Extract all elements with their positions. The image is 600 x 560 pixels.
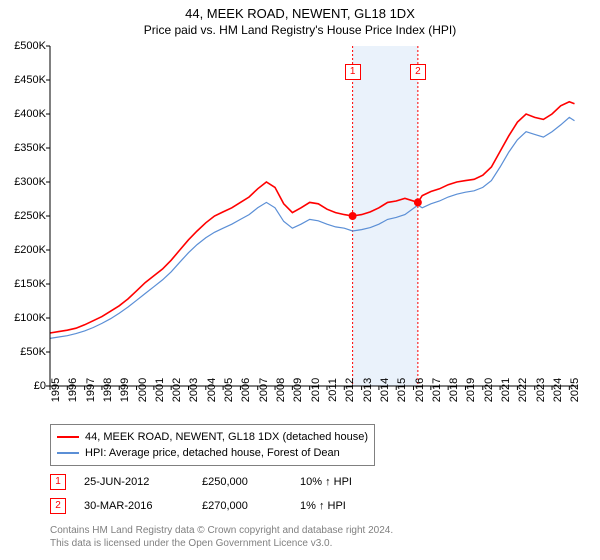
x-tick-label: 2008 xyxy=(275,378,287,402)
sale-marker-icon: 2 xyxy=(50,498,66,514)
sale-date: 25-JUN-2012 xyxy=(84,476,184,488)
x-tick-label: 2019 xyxy=(465,378,477,402)
x-tick-label: 2009 xyxy=(292,378,304,402)
sale-marker-label: 2 xyxy=(410,64,426,80)
x-tick-label: 2001 xyxy=(154,378,166,402)
sale-marker-icon: 1 xyxy=(50,474,66,490)
x-tick-label: 2011 xyxy=(327,378,339,402)
x-tick-label: 2013 xyxy=(362,378,374,402)
y-tick-label: £300K xyxy=(14,176,46,188)
x-tick-label: 2024 xyxy=(552,378,564,402)
x-tick-label: 2014 xyxy=(379,378,391,402)
x-tick-label: 2016 xyxy=(414,378,426,402)
x-tick-label: 2012 xyxy=(344,378,356,402)
chart-title: 44, MEEK ROAD, NEWENT, GL18 1DX xyxy=(0,0,600,21)
sale-row: 2 30-MAR-2016 £270,000 1% ↑ HPI xyxy=(50,494,352,518)
x-tick-label: 2004 xyxy=(206,378,218,402)
plot-area: £0£50K£100K£150K£200K£250K£300K£350K£400… xyxy=(50,46,578,386)
x-tick-label: 2018 xyxy=(448,378,460,402)
y-tick-label: £500K xyxy=(14,40,46,52)
x-tick-label: 2006 xyxy=(240,378,252,402)
y-tick-label: £0 xyxy=(34,380,46,392)
sale-date: 30-MAR-2016 xyxy=(84,500,184,512)
x-tick-label: 1998 xyxy=(102,378,114,402)
sale-marker-label: 1 xyxy=(345,64,361,80)
footer-attribution: Contains HM Land Registry data © Crown c… xyxy=(50,524,393,550)
x-tick-label: 1997 xyxy=(85,378,97,402)
footer-line-2: This data is licensed under the Open Gov… xyxy=(50,537,393,550)
x-tick-label: 2010 xyxy=(310,378,322,402)
chart-svg xyxy=(50,46,578,386)
chart-container: 44, MEEK ROAD, NEWENT, GL18 1DX Price pa… xyxy=(0,0,600,560)
x-tick-label: 2017 xyxy=(431,378,443,402)
x-tick-label: 2025 xyxy=(569,378,581,402)
x-tick-label: 2023 xyxy=(535,378,547,402)
x-tick-label: 2005 xyxy=(223,378,235,402)
y-tick-label: £450K xyxy=(14,74,46,86)
y-tick-label: £100K xyxy=(14,312,46,324)
x-tick-label: 2021 xyxy=(500,378,512,402)
x-tick-label: 2022 xyxy=(517,378,529,402)
footer-line-1: Contains HM Land Registry data © Crown c… xyxy=(50,524,393,537)
chart-subtitle: Price paid vs. HM Land Registry's House … xyxy=(0,21,600,41)
x-tick-label: 2020 xyxy=(483,378,495,402)
y-tick-label: £200K xyxy=(14,244,46,256)
legend-item: 44, MEEK ROAD, NEWENT, GL18 1DX (detache… xyxy=(57,429,368,445)
x-tick-label: 1995 xyxy=(50,378,62,402)
x-tick-label: 2015 xyxy=(396,378,408,402)
sale-price: £250,000 xyxy=(202,476,282,488)
y-tick-label: £150K xyxy=(14,278,46,290)
x-tick-label: 2007 xyxy=(258,378,270,402)
legend-label: HPI: Average price, detached house, Fore… xyxy=(85,445,340,461)
y-tick-label: £400K xyxy=(14,108,46,120)
legend-swatch xyxy=(57,452,79,454)
x-tick-label: 1999 xyxy=(119,378,131,402)
sales-table: 1 25-JUN-2012 £250,000 10% ↑ HPI 2 30-MAR-201… xyxy=(50,470,352,518)
legend-label: 44, MEEK ROAD, NEWENT, GL18 1DX (detache… xyxy=(85,429,368,445)
y-tick-label: £50K xyxy=(20,346,46,358)
legend-item: HPI: Average price, detached house, Fore… xyxy=(57,445,368,461)
sale-delta: 1% ↑ HPI xyxy=(300,500,346,512)
x-tick-label: 2002 xyxy=(171,378,183,402)
legend: 44, MEEK ROAD, NEWENT, GL18 1DX (detache… xyxy=(50,424,375,466)
x-tick-label: 1996 xyxy=(67,378,79,402)
sale-price: £270,000 xyxy=(202,500,282,512)
legend-swatch xyxy=(57,436,79,438)
sale-delta: 10% ↑ HPI xyxy=(300,476,352,488)
y-tick-label: £250K xyxy=(14,210,46,222)
y-tick-label: £350K xyxy=(14,142,46,154)
x-tick-label: 2000 xyxy=(137,378,149,402)
sale-row: 1 25-JUN-2012 £250,000 10% ↑ HPI xyxy=(50,470,352,494)
x-tick-label: 2003 xyxy=(188,378,200,402)
